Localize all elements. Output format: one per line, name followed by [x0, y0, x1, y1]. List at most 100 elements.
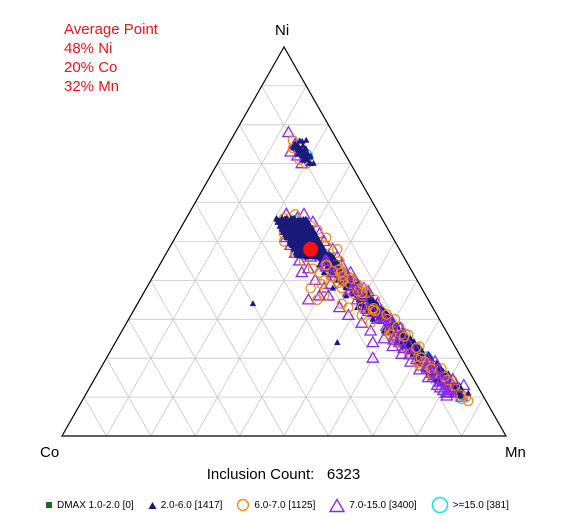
data-point-triangle-open	[341, 308, 356, 321]
dense-point	[410, 337, 418, 344]
dense-point	[445, 372, 460, 385]
average-mn: 32% Mn	[64, 78, 120, 95]
data-point-triangle-open	[312, 226, 327, 239]
dense-point	[310, 159, 317, 166]
legend-label: 7.0-15.0 [3400]	[349, 499, 417, 511]
data-point-triangle-open	[363, 323, 378, 336]
dense-cluster-points	[273, 137, 466, 401]
dense-point	[391, 321, 403, 332]
dense-point	[294, 246, 301, 253]
dense-point	[298, 146, 305, 153]
dense-point	[392, 333, 407, 346]
grid-line	[461, 396, 485, 437]
data-point-circle	[336, 298, 347, 309]
grid-line	[150, 280, 240, 437]
dense-point	[401, 337, 416, 350]
dense-point	[301, 216, 308, 223]
dense-point	[280, 225, 287, 232]
filled-triangle-icon	[148, 501, 157, 509]
dense-point	[418, 354, 432, 366]
dense-point	[319, 247, 327, 254]
dense-point	[420, 362, 434, 375]
dense-point	[377, 310, 391, 322]
dense-point	[430, 362, 445, 374]
inclusion-count: Inclusion Count: 6323	[0, 466, 567, 483]
dense-point	[337, 270, 348, 282]
dense-point	[299, 224, 307, 231]
legend-label: >=15.0 [381]	[452, 499, 509, 511]
legend-item-7-15: 7.0-15.0 [3400]	[329, 497, 417, 513]
dense-point	[286, 218, 294, 225]
dense-point	[290, 141, 298, 148]
dense-point	[278, 217, 286, 224]
dense-point	[295, 231, 302, 238]
data-point-triangle-open	[283, 144, 298, 157]
grid-line	[106, 85, 307, 437]
dense-point	[306, 231, 313, 238]
data-point-triangle-filled	[465, 389, 472, 396]
dense-point	[284, 224, 291, 231]
dense-point	[294, 150, 302, 157]
dense-point	[433, 380, 447, 393]
data-point-circle	[463, 395, 474, 407]
legend-item-dmax-1-2: DMAX 1.0-2.0 [0]	[45, 500, 134, 511]
data-point-triangle-filled	[320, 269, 328, 276]
dense-point	[285, 228, 292, 235]
dense-point	[293, 222, 301, 229]
dense-point	[299, 141, 307, 148]
dense-point	[312, 235, 319, 242]
data-point-triangle-open	[321, 288, 336, 301]
dense-point	[306, 234, 314, 241]
dense-point	[411, 342, 422, 353]
data-point-triangle-open	[292, 253, 307, 266]
average-co: 20% Co	[64, 59, 118, 76]
dense-point	[307, 153, 314, 160]
data-point-triangle-filled	[334, 339, 341, 346]
grid-line	[416, 358, 462, 437]
dense-point	[303, 153, 310, 160]
grid-line	[328, 280, 418, 437]
data-point-triangle-filled	[342, 292, 350, 299]
dense-point	[302, 227, 310, 234]
data-point-triangle-open	[295, 265, 309, 278]
grid-line	[128, 319, 196, 437]
dense-point	[402, 347, 417, 360]
dense-point	[291, 217, 298, 224]
filled-square-icon	[46, 502, 52, 508]
dense-point	[299, 137, 306, 144]
vertex-label-co: Co	[40, 444, 60, 461]
data-point-triangle-open	[366, 351, 380, 363]
legend-label: DMAX 1.0-2.0 [0]	[57, 499, 134, 511]
average-point-marker	[303, 241, 319, 257]
dense-point	[383, 316, 397, 329]
data-point-circle	[365, 317, 376, 329]
data-point-circle	[312, 294, 323, 306]
dense-point	[299, 150, 307, 157]
data-point-triangle-open	[281, 125, 296, 138]
dense-point	[368, 302, 379, 314]
dense-point	[305, 159, 313, 166]
dense-point	[335, 267, 346, 279]
dense-point	[301, 233, 308, 240]
grid-line	[106, 358, 152, 437]
data-point-triangle-filled	[369, 315, 376, 322]
dense-point	[333, 259, 341, 266]
dense-point	[306, 222, 313, 229]
vertex-label-ni: Ni	[275, 22, 290, 39]
grid-line	[217, 163, 374, 437]
dense-point	[287, 237, 295, 244]
dense-point	[354, 288, 369, 301]
data-point-triangle-open	[354, 316, 369, 328]
dense-point	[343, 282, 358, 295]
data-point-circle	[305, 282, 316, 294]
data-point-triangle-open	[366, 335, 380, 348]
dense-point	[442, 374, 453, 386]
data-point-triangle-open	[317, 281, 331, 293]
data-point-triangle-open	[332, 300, 347, 313]
legend-label: 6.0-7.0 [1125]	[254, 499, 316, 511]
dense-point	[295, 235, 302, 242]
grid-line	[372, 319, 440, 437]
data-point-circle	[332, 244, 343, 255]
dense-point	[361, 284, 376, 297]
